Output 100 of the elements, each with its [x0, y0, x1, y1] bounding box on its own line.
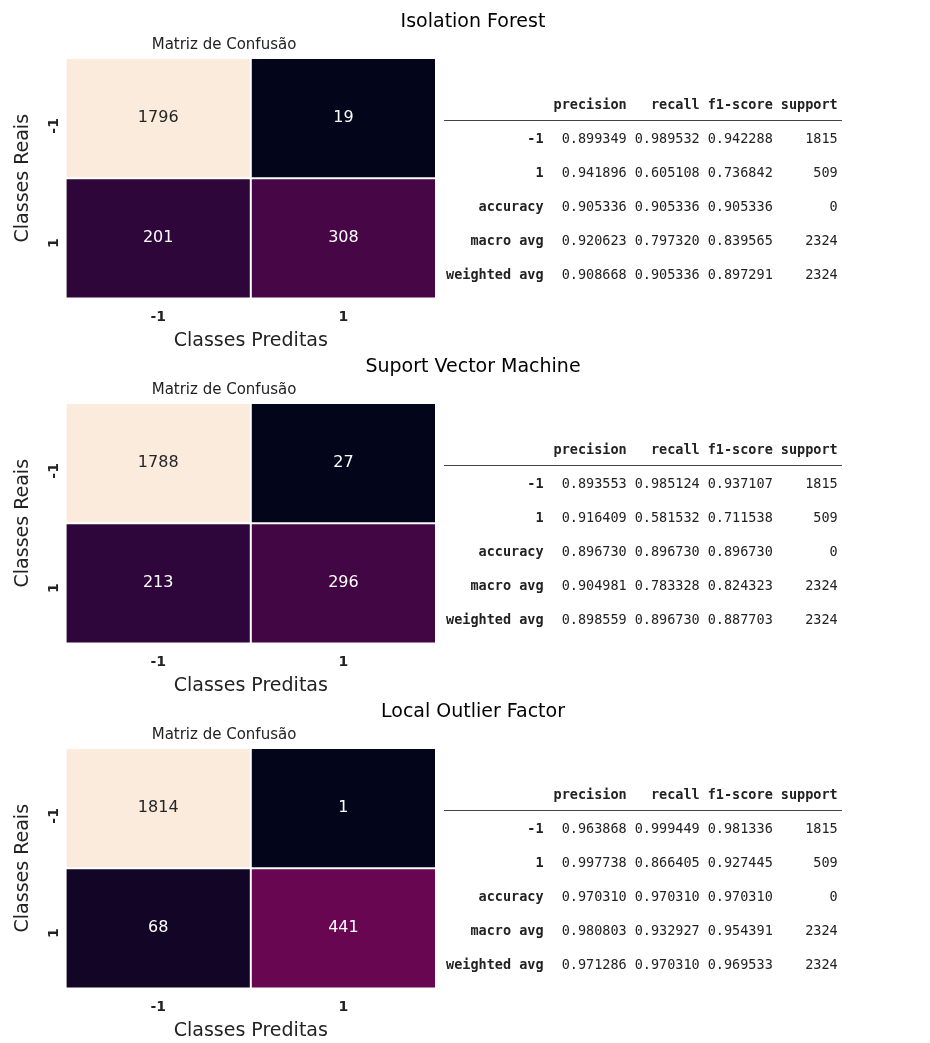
text: 0.797320 [634, 232, 700, 248]
category-label: accuracy [478, 198, 544, 214]
text: 2324 [805, 266, 838, 282]
text: 0.937107 [707, 475, 773, 491]
category-label: precision [552, 785, 628, 804]
text: 0.970310 [634, 888, 700, 904]
category-label: -1 [527, 820, 544, 836]
data-label: 1 [338, 797, 349, 817]
text: 0.963868 [561, 820, 627, 836]
text: 0.899349 [561, 130, 627, 146]
text: 2324 [805, 232, 838, 248]
x-axis-title: Classes Preditas [173, 327, 328, 350]
text: 1815 [805, 820, 838, 836]
category-label: accuracy [478, 888, 544, 904]
text: 0.970310 [634, 956, 700, 972]
category-label: weighted avg [446, 266, 544, 282]
category-label: 1 [535, 854, 544, 870]
text: 0 [829, 888, 838, 904]
category-label: -1 [527, 475, 544, 491]
category-label: macro avg [470, 577, 544, 593]
data-label: 1788 [137, 452, 179, 472]
y-axis-title: Classes Reais [10, 458, 33, 588]
text: 0.970310 [561, 888, 627, 904]
y-tick-label: 1 [45, 238, 62, 249]
category-label: recall [649, 440, 701, 459]
text: 2324 [805, 956, 838, 972]
text: 0.783328 [634, 577, 700, 593]
text: 0.896730 [707, 543, 773, 559]
text: 0.898559 [561, 611, 627, 627]
text: 0.893553 [561, 475, 627, 491]
text: 0.896730 [561, 543, 627, 559]
text: 0.824323 [707, 577, 773, 593]
text: 0.942288 [707, 130, 773, 146]
data-label: 308 [328, 227, 359, 247]
y-tick-label: 1 [45, 583, 62, 594]
text: 1815 [805, 130, 838, 146]
y-tick-label: -1 [45, 118, 62, 134]
data-label: 1796 [137, 107, 179, 127]
text: 509 [813, 854, 838, 870]
data-label: 201 [142, 227, 174, 247]
text: 0.905336 [707, 198, 773, 214]
text: 0.954391 [707, 922, 773, 938]
text: 0.897291 [707, 266, 773, 282]
text: 0.605108 [634, 164, 700, 180]
chart-subtitle: Matriz de Confusão [151, 724, 297, 743]
text: 0.971286 [561, 956, 627, 972]
chart-title: Isolation Forest [399, 8, 547, 32]
category-label: f1-score [706, 785, 774, 804]
category-label: macro avg [470, 922, 544, 938]
chart-title: Local Outlier Factor [380, 698, 566, 722]
text: 0.905336 [561, 198, 627, 214]
x-axis-title: Classes Preditas [173, 672, 328, 695]
y-axis-title: Classes Reais [10, 113, 33, 243]
y-tick-label: -1 [45, 808, 62, 824]
text: 1815 [805, 475, 838, 491]
text: 0.866405 [634, 854, 700, 870]
text: 0.887703 [707, 611, 773, 627]
category-label: f1-score [706, 440, 774, 459]
category-label: 1 [535, 509, 544, 525]
data-label: 296 [328, 572, 359, 592]
text: 2324 [805, 577, 838, 593]
text: 0.839565 [707, 232, 773, 248]
category-label: recall [649, 95, 701, 114]
category-label: accuracy [478, 543, 544, 559]
category-label: precision [552, 95, 628, 114]
category-label: weighted avg [446, 956, 544, 972]
category-label: 1 [535, 164, 544, 180]
category-label: weighted avg [446, 611, 544, 627]
y-tick-label: -1 [45, 463, 62, 479]
text: 2324 [805, 922, 838, 938]
chart-subtitle: Matriz de Confusão [151, 34, 297, 53]
data-label: 68 [148, 917, 169, 937]
text: 0.932927 [634, 922, 700, 938]
category-label: support [779, 785, 839, 804]
text: 0.908668 [561, 266, 627, 282]
text: 0.896730 [634, 543, 700, 559]
category-label: support [779, 440, 839, 459]
data-label: 27 [333, 452, 354, 472]
text: 0 [829, 543, 838, 559]
text: 0.896730 [634, 611, 700, 627]
text: 509 [813, 509, 838, 525]
y-tick-label: 1 [45, 928, 62, 939]
category-label: f1-score [706, 95, 774, 114]
text: 2324 [805, 611, 838, 627]
text: 0.985124 [634, 475, 700, 491]
text: 0 [829, 198, 838, 214]
text: 0.905336 [634, 266, 700, 282]
text: 0.970310 [707, 888, 773, 904]
text: 0.980803 [561, 922, 627, 938]
chart-subtitle: Matriz de Confusão [151, 379, 297, 398]
data-label: 441 [328, 917, 359, 937]
text: 0.981336 [707, 820, 773, 836]
category-label: macro avg [470, 232, 544, 248]
text: 0.941896 [561, 164, 627, 180]
data-label: 1814 [137, 797, 179, 817]
category-label: recall [649, 785, 701, 804]
text: 0.989532 [634, 130, 700, 146]
text: 0.905336 [634, 198, 700, 214]
chart-title: Suport Vector Machine [364, 353, 582, 377]
text: 0.999449 [634, 820, 700, 836]
